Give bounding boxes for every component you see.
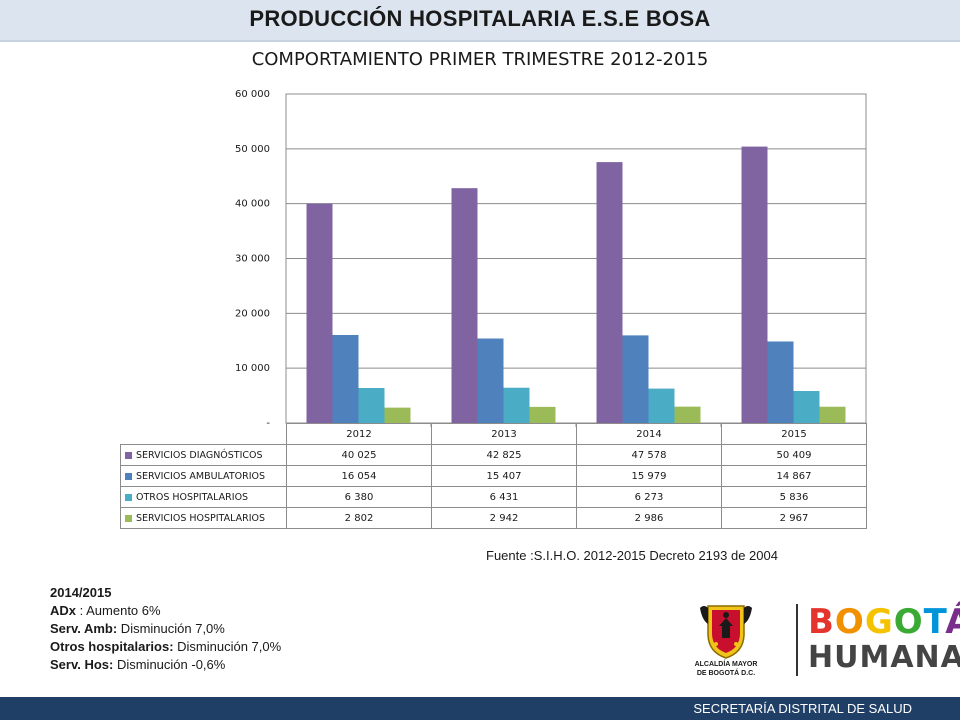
note-label: Otros hospitalarios: [50,639,174,654]
data-cell: 50 409 [721,444,867,466]
alcaldia-line-2: DE BOGOTÁ D.C. [696,670,756,677]
bogota-letter: B [808,602,835,642]
data-cell: 15 979 [576,465,722,487]
logo-area: ALCALDÍA MAYOR DE BOGOTÁ D.C. BOGOTÁ HUM… [686,600,960,690]
series-name: SERVICIOS DIAGNÓSTICOS [136,449,263,461]
data-cell: 6 380 [286,486,432,508]
bar [767,341,794,423]
bar [477,338,504,423]
legend-swatch-icon [125,472,132,480]
page-title: PRODUCCIÓN HOSPITALARIA E.S.E BOSA [249,6,711,31]
series-name: SERVICIOS HOSPITALARIOS [136,512,266,524]
bogota-letter: Á [945,602,960,642]
table-row: SERVICIOS DIAGNÓSTICOS 40 025 42 825 47 578… [120,444,867,466]
source-note: Fuente :S.I.H.O. 2012-2015 Decreto 2193 … [486,548,778,563]
data-cell: 40 025 [286,444,432,466]
footer-bar: SECRETARÍA DISTRITAL DE SALUD [0,697,960,720]
footer-text: SECRETARÍA DISTRITAL DE SALUD [693,701,912,716]
note-serv-amb: Serv. Amb: Disminución 7,0% [50,620,281,638]
legend-swatch-icon [125,451,132,459]
bar [741,146,768,424]
series-name: SERVICIOS AMBULATORIOS [136,470,266,482]
bar [793,390,820,423]
data-cell: 2 967 [721,507,867,529]
series-legend-label: SERVICIOS DIAGNÓSTICOS [120,444,287,466]
data-cell: 15 407 [431,465,577,487]
category-label: 2012 [286,423,432,445]
y-tick-label: 40 000 [235,199,270,210]
data-cell: 42 825 [431,444,577,466]
header-divider [0,40,960,42]
bar [529,406,556,423]
table-row: SERVICIOS HOSPITALARIOS 2 802 2 942 2 986 2 … [120,507,867,529]
table-row: SERVICIOS AMBULATORIOS 16 054 15 407 15 979… [120,465,867,487]
note-label: ADx [50,603,77,618]
note-text: Disminución -0,6% [113,657,226,672]
bar [596,162,623,424]
note-text: Disminución 7,0% [117,621,225,636]
data-cell: 6 273 [576,486,722,508]
y-tick-label: 50 000 [235,144,270,155]
bar [648,388,675,423]
data-cell: 5 836 [721,486,867,508]
legend-swatch-icon [125,493,132,501]
bar [358,388,385,423]
series-legend-label: SERVICIOS HOSPITALARIOS [120,507,287,529]
bogota-letter: O [834,602,865,642]
data-cell: 2 986 [576,507,722,529]
bogota-letter: G [864,602,894,642]
category-label: 2015 [721,423,867,445]
data-cell: 47 578 [576,444,722,466]
bar [674,406,701,423]
bogota-letter: T [923,602,946,642]
notes-period: 2014/2015 [50,585,112,600]
y-tick-label: 60 000 [235,89,270,100]
table-corner [120,423,287,445]
bar [451,188,478,423]
table-row: OTROS HOSPITALARIOS 6 380 6 431 6 273 5 836 [120,486,867,508]
bogota-letter: O [893,602,924,642]
bar [622,335,649,423]
coat-of-arms-icon [700,605,752,659]
series-name: OTROS HOSPITALARIOS [136,491,249,503]
alcaldia-label: ALCALDÍA MAYOR DE BOGOTÁ D.C. [686,660,766,678]
data-cell: 2 942 [431,507,577,529]
y-tick-label: 10 000 [235,363,270,374]
series-legend-label: SERVICIOS AMBULATORIOS [120,465,287,487]
y-tick-label: 30 000 [235,254,270,265]
bar [306,203,333,423]
notes-block: 2014/2015 ADx : Aumento 6% Serv. Amb: Di… [50,584,281,674]
category-label: 2013 [431,423,577,445]
alcaldia-line-1: ALCALDÍA MAYOR [694,661,758,668]
legend-swatch-icon [125,514,132,522]
series-legend-label: OTROS HOSPITALARIOS [120,486,287,508]
y-tick-label: 20 000 [235,308,270,319]
bar [503,387,530,423]
bar [819,406,846,423]
bar [384,407,411,423]
note-otros-hosp: Otros hospitalarios: Disminución 7,0% [50,638,281,656]
note-text: : Aumento 6% [76,603,161,618]
humana-logo: HUMANA [808,640,960,675]
table-header-row: 2012 2013 2014 2015 [120,423,867,445]
chart-data-table: 2012 2013 2014 2015 SERVICIOS DIAGNÓSTICOS 40… [120,423,867,529]
note-adx: ADx : Aumento 6% [50,602,281,620]
data-cell: 6 431 [431,486,577,508]
bogota-logo: BOGOTÁ [808,604,960,640]
chart-title: COMPORTAMIENTO PRIMER TRIMESTRE 2012-201… [251,49,709,70]
note-text: Disminución 7,0% [173,639,282,654]
logo-divider [796,604,798,676]
note-label: Serv. Amb: [50,621,118,636]
note-label: Serv. Hos: [50,657,114,672]
note-serv-hos: Serv. Hos: Disminución -0,6% [50,656,281,674]
bar [332,334,359,423]
data-cell: 14 867 [721,465,867,487]
data-cell: 16 054 [286,465,432,487]
data-cell: 2 802 [286,507,432,529]
category-label: 2014 [576,423,722,445]
header-band [0,0,960,40]
